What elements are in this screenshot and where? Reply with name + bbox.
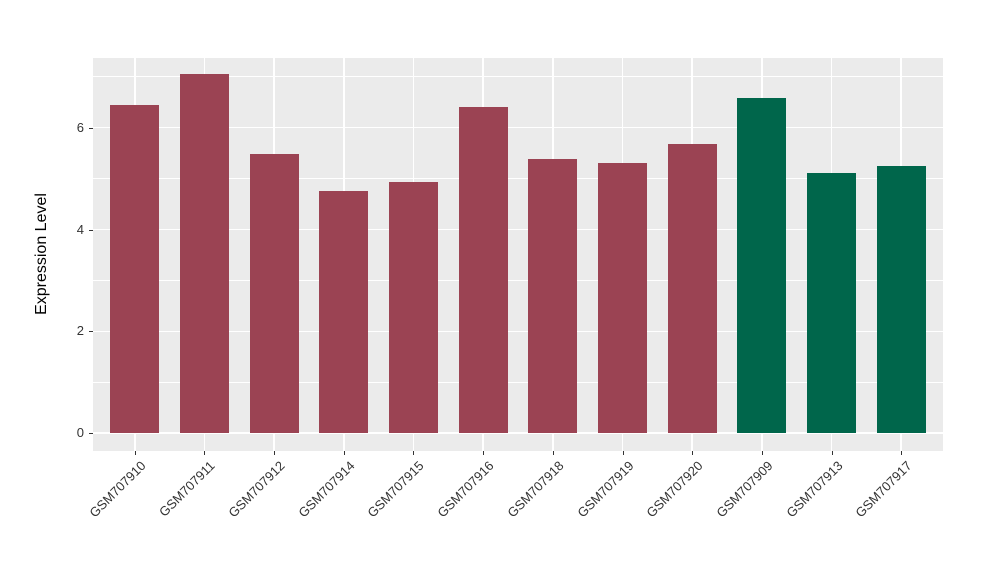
bar-GSM707918 <box>528 158 578 434</box>
y-axis-tick <box>89 433 93 435</box>
minor-gridline <box>93 178 943 180</box>
x-axis-tick <box>622 451 624 455</box>
major-gridline <box>93 228 943 231</box>
x-axis-tick <box>901 451 903 455</box>
bar-GSM707912 <box>249 153 299 434</box>
y-tick-label: 2 <box>76 323 84 339</box>
x-axis-tick <box>831 451 833 455</box>
bar-GSM707920 <box>667 144 717 434</box>
major-gridline <box>93 126 943 129</box>
x-axis-tick <box>274 451 276 455</box>
x-axis-tick <box>552 451 554 455</box>
minor-gridline <box>93 280 943 281</box>
y-axis-title-text: Expression Level <box>33 193 50 315</box>
plot-panel <box>93 58 943 451</box>
major-gridline <box>93 432 943 434</box>
x-axis-tick <box>761 451 763 455</box>
x-axis-tick <box>343 451 345 455</box>
bar-GSM707915 <box>388 182 438 434</box>
y-axis-tick <box>89 229 93 231</box>
bar-GSM707917 <box>876 165 926 434</box>
x-axis-tick <box>483 451 485 455</box>
y-axis-tick <box>89 331 93 333</box>
y-tick-label: 6 <box>76 119 84 135</box>
bar-GSM707911 <box>179 74 229 434</box>
bar-GSM707919 <box>598 163 647 434</box>
bar-GSM707913 <box>807 173 857 434</box>
bar-GSM707914 <box>319 190 369 434</box>
y-tick-label: 4 <box>76 221 84 237</box>
x-axis-tick <box>692 451 694 455</box>
bar-GSM707910 <box>110 104 160 434</box>
y-axis-tick <box>89 127 93 129</box>
x-axis-tick <box>413 451 415 455</box>
bar-GSM707909 <box>737 98 787 434</box>
minor-gridline <box>93 381 943 383</box>
bar-GSM707916 <box>458 106 508 434</box>
x-axis-tick <box>134 451 136 455</box>
x-axis-tick <box>204 451 206 455</box>
y-tick-label: 0 <box>76 425 84 441</box>
major-gridline <box>93 330 943 333</box>
minor-gridline <box>93 76 943 78</box>
